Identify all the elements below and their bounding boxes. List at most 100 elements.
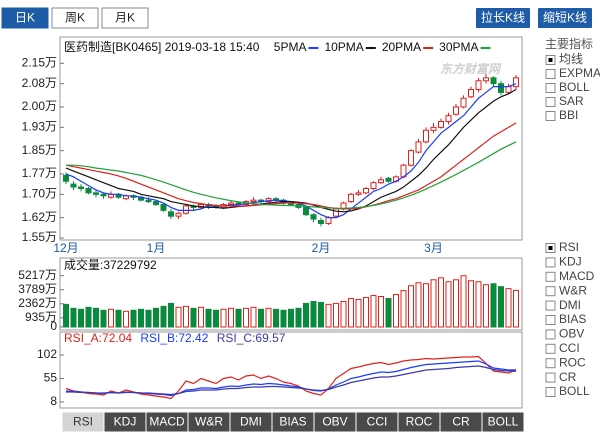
- volume-bar: [70, 307, 77, 328]
- y-tick-label: 1.93万: [22, 120, 57, 134]
- candle-body: [483, 77, 489, 82]
- indicator-tab-label[interactable]: CCI: [367, 415, 388, 429]
- candle-body: [228, 202, 234, 206]
- checkbox[interactable]: [545, 111, 556, 121]
- period-tab[interactable]: [51, 7, 99, 29]
- period-tab[interactable]: [1, 7, 49, 29]
- checkbox[interactable]: [545, 358, 556, 369]
- checkbox[interactable]: [545, 97, 556, 107]
- indicator-label[interactable]: CCI: [559, 341, 580, 355]
- indicator-label[interactable]: BBI: [559, 108, 578, 122]
- line-series: [66, 365, 517, 396]
- indicator-tab-label[interactable]: ROC: [406, 415, 433, 429]
- indicator-label[interactable]: DMI: [559, 298, 581, 312]
- indicator-tab-label[interactable]: OBV: [322, 415, 347, 429]
- checkbox[interactable]: [545, 343, 556, 354]
- indicator-tab-label[interactable]: W&R: [195, 415, 223, 429]
- volume-bar: [138, 308, 144, 328]
- volume-bar: [363, 297, 369, 328]
- checkbox[interactable]: [545, 286, 556, 297]
- checkbox[interactable]: [545, 329, 556, 340]
- indicator-label[interactable]: OBV: [559, 327, 584, 341]
- volume-bar: [213, 309, 219, 328]
- checkbox[interactable]: [545, 315, 556, 325]
- checkbox[interactable]: [545, 387, 556, 397]
- indicator-tab-label[interactable]: RSI: [73, 415, 93, 429]
- candle-body: [475, 80, 482, 91]
- volume-bar: [318, 301, 324, 328]
- candle-body: [325, 217, 332, 224]
- indicator-tab-label[interactable]: KDJ: [114, 415, 137, 429]
- period-tab-label[interactable]: 日K: [15, 11, 35, 25]
- y-tick-label: 1.77万: [22, 166, 57, 180]
- checkbox[interactable]: [545, 300, 556, 311]
- indicator-label[interactable]: MACD: [559, 269, 595, 283]
- checkbox-mark[interactable]: [548, 246, 553, 250]
- indicator-label[interactable]: W&R: [559, 283, 587, 297]
- x-tick-label: 2月: [312, 241, 331, 255]
- volume-bar: [475, 281, 482, 328]
- volume-bar: [228, 307, 234, 328]
- y-tick-label: 1.85万: [22, 143, 57, 157]
- checkbox[interactable]: [545, 271, 556, 282]
- volume-bar: [400, 290, 407, 328]
- y-tick-label: 2362万: [18, 296, 57, 310]
- period-tab[interactable]: [101, 7, 149, 29]
- y-tick-label: 2.08万: [22, 76, 57, 90]
- indicator-label[interactable]: BIAS: [559, 312, 586, 326]
- indicator-label[interactable]: BOLL: [559, 384, 590, 398]
- legend-label: 20PMA: [382, 40, 421, 54]
- candle-body: [385, 177, 392, 182]
- volume-bar: [408, 285, 414, 328]
- volume-bar: [85, 306, 92, 328]
- checkbox-mark[interactable]: [548, 58, 553, 62]
- checkbox[interactable]: [545, 69, 556, 79]
- period-tab-label[interactable]: 周K: [65, 11, 85, 25]
- zoom-button-label[interactable]: 缩短K线: [543, 10, 587, 25]
- indicator-tab-label[interactable]: DMI: [240, 415, 262, 429]
- indicator-label[interactable]: RSI: [559, 240, 579, 254]
- volume-bar: [115, 309, 122, 328]
- indicator-label[interactable]: CR: [559, 370, 577, 384]
- indicator-label[interactable]: 均线: [559, 52, 583, 66]
- indicator-tab-label[interactable]: BIAS: [279, 415, 306, 429]
- period-tab-label[interactable]: 月K: [115, 11, 135, 25]
- y-tick-label: 935万: [25, 310, 57, 324]
- zoom-button-label[interactable]: 拉长K线: [481, 10, 525, 25]
- watermark: 东方财富网: [440, 62, 502, 76]
- candle-body: [348, 193, 354, 203]
- volume-bar: [505, 288, 512, 328]
- indicator-label[interactable]: ROC: [559, 355, 586, 369]
- indicator-title: 主要指标: [545, 36, 593, 51]
- checkbox[interactable]: [545, 83, 556, 93]
- volume-bar: [175, 306, 182, 328]
- volume-bar: [340, 300, 347, 328]
- x-tick-label: 12月: [53, 241, 78, 255]
- indicator-label[interactable]: EXPMA: [559, 66, 600, 80]
- chart-title: 医药制造[BK0465] 2019-03-18 15:40: [64, 40, 260, 54]
- indicator-label[interactable]: KDJ: [559, 255, 582, 269]
- volume-bar: [100, 309, 107, 328]
- candle-body: [333, 208, 339, 217]
- zoom-button[interactable]: [538, 8, 592, 28]
- y-tick-label: 55: [44, 371, 58, 385]
- volume-bar: [453, 279, 459, 328]
- indicator-label[interactable]: BOLL: [559, 80, 590, 94]
- indicator-label[interactable]: SAR: [559, 94, 584, 108]
- zoom-button[interactable]: [476, 8, 530, 28]
- volume-bar: [183, 305, 189, 328]
- indicator-tab[interactable]: [481, 411, 525, 433]
- y-tick-label: 8: [50, 394, 57, 408]
- volume-bar: [273, 308, 279, 328]
- checkbox[interactable]: [545, 372, 556, 383]
- legend-label: 10PMA: [324, 40, 363, 54]
- candle-body: [153, 201, 159, 206]
- candle-body: [408, 150, 414, 166]
- indicator-tab-label[interactable]: CR: [452, 415, 470, 429]
- indicator-tab-label[interactable]: BOLL: [488, 415, 519, 429]
- volume-bar: [483, 284, 489, 328]
- checkbox[interactable]: [545, 257, 556, 268]
- line-series: [65, 88, 517, 213]
- indicator-tab-label[interactable]: MACD: [149, 415, 185, 429]
